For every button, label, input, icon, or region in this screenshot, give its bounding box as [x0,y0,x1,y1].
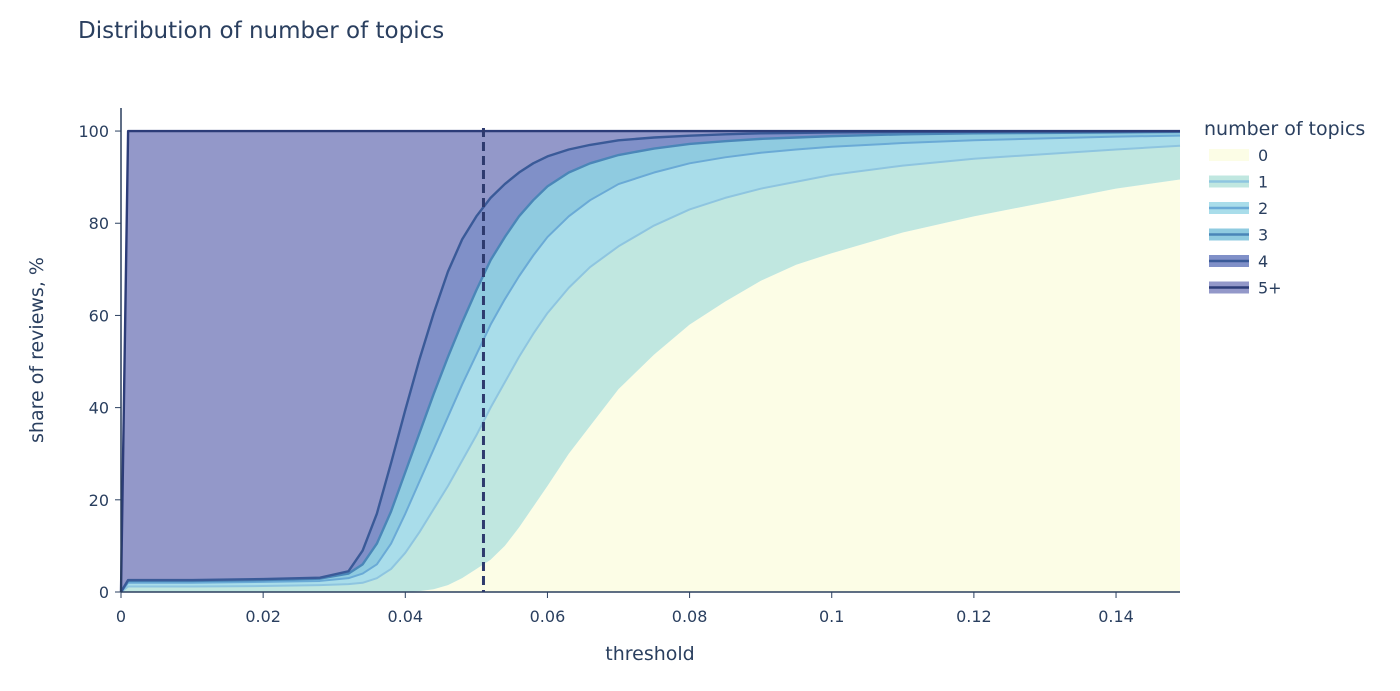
x-axis-title: threshold [605,643,694,665]
legend-items: 0 1 2 3 4 5+ [1209,146,1282,298]
area-series-5plus [121,131,1180,593]
legend-label: 0 [1258,146,1268,165]
x-tick-label: 0.04 [387,607,423,626]
y-tick-label: 100 [78,122,109,141]
x-tick-label: 0.06 [530,607,566,626]
legend-label: 5+ [1258,279,1282,298]
legend-item-2[interactable]: 2 [1209,199,1268,218]
y-axis-ticks: 0 20 40 60 80 100 [78,122,121,602]
legend-label: 1 [1258,173,1268,192]
legend-title: number of topics [1204,118,1365,140]
y-tick-label: 0 [99,583,109,602]
legend-item-3[interactable]: 3 [1209,226,1268,245]
x-tick-label: 0.02 [245,607,281,626]
x-tick-label: 0.08 [672,607,708,626]
series-lines [119,129,1181,593]
x-tick-label: 0.1 [819,607,844,626]
line-series-5plus [119,129,1180,593]
x-tick-label: 0.14 [1098,607,1134,626]
area-series-0 [121,179,1180,592]
y-tick-label: 40 [89,399,109,418]
line-series-3 [119,130,1181,593]
legend-label: 3 [1258,226,1268,245]
legend: number of topics 0 1 2 3 4 5+ [1204,118,1365,298]
legend-label: 2 [1258,199,1268,218]
x-tick-label: 0.12 [956,607,992,626]
area-series-1 [121,145,1180,593]
line-series-2 [120,134,1181,593]
legend-swatch [1209,149,1249,161]
stacked-areas [121,131,1180,593]
legend-item-5plus[interactable]: 5+ [1209,279,1282,298]
y-axis-title: share of reviews, % [26,257,48,443]
axes [120,108,1180,593]
x-axis-ticks: 0 0.02 0.04 0.06 0.08 0.1 0.12 0.14 [116,592,1134,626]
legend-item-1[interactable]: 1 [1209,173,1268,192]
y-tick-label: 20 [89,491,109,510]
chart-title: Distribution of number of topics [78,18,444,44]
y-tick-label: 60 [89,306,109,325]
line-series-1 [120,144,1181,593]
y-tick-label: 80 [89,214,109,233]
line-series-4 [119,130,1181,593]
legend-label: 4 [1258,252,1268,271]
legend-item-4[interactable]: 4 [1209,252,1268,271]
legend-item-0[interactable]: 0 [1209,146,1268,165]
x-tick-label: 0 [116,607,126,626]
